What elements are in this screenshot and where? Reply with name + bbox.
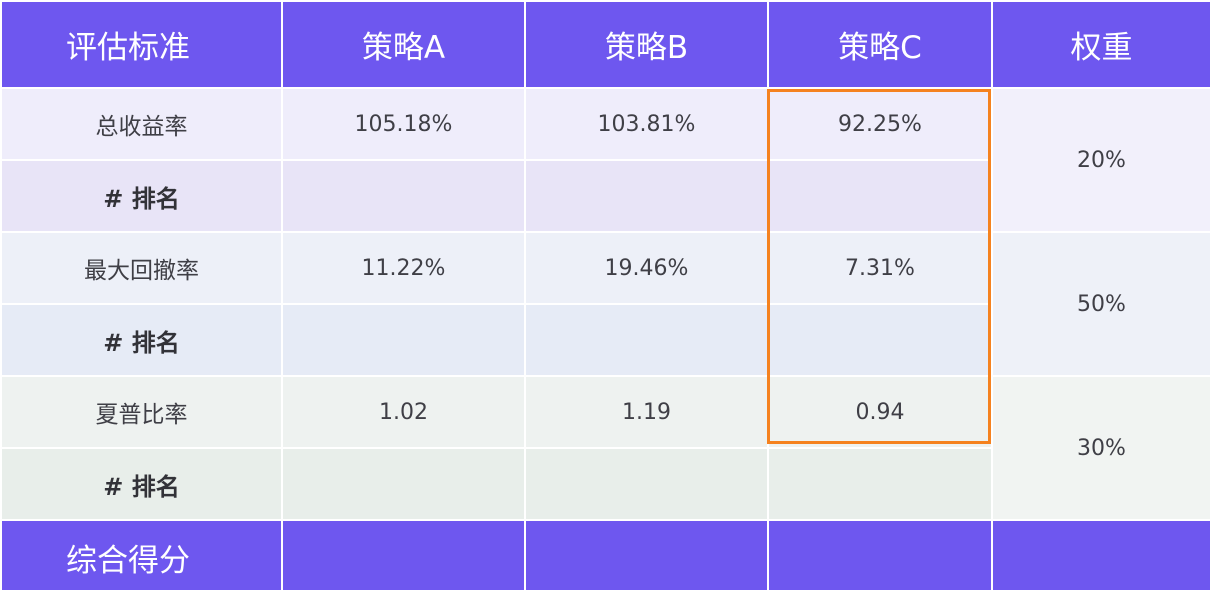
total-return-rank-label: # 排名: [0, 159, 283, 233]
composite-score-weight: [991, 519, 1210, 590]
table-body: 总收益率 105.18% 103.81% 92.25% 20% # 排名 最大回…: [0, 87, 1210, 521]
table-row: 夏普比率 1.02 1.19 0.94 30%: [0, 375, 1210, 521]
sharpe-rank-a: [281, 447, 526, 521]
header-weight: 权重: [991, 0, 1210, 89]
max-drawdown-rank-a: [281, 303, 526, 377]
table-footer: 综合得分: [0, 519, 1210, 590]
header-criteria: 评估标准: [0, 0, 283, 89]
footer-row: 综合得分: [0, 519, 1210, 590]
header-strategy-c: 策略C: [767, 0, 993, 89]
total-return-b: 103.81%: [524, 87, 769, 161]
table-row: 总收益率 105.18% 103.81% 92.25% 20%: [0, 87, 1210, 233]
composite-score-b: [524, 519, 769, 590]
sharpe-rank-c: [767, 447, 993, 521]
total-return-c: 92.25%: [767, 87, 993, 161]
header-strategy-a: 策略A: [281, 0, 526, 89]
sharpe-b: 1.19: [524, 375, 769, 449]
table-row: # 排名: [0, 447, 1210, 521]
max-drawdown-rank-c: [767, 303, 993, 377]
composite-score-a: [281, 519, 526, 590]
max-drawdown-weight: 50%: [991, 231, 1210, 377]
total-return-label: 总收益率: [0, 87, 283, 161]
max-drawdown-b: 19.46%: [524, 231, 769, 305]
total-return-rank-b: [524, 159, 769, 233]
max-drawdown-rank-b: [524, 303, 769, 377]
sharpe-rank-b: [524, 447, 769, 521]
table-row: # 排名: [0, 303, 1210, 377]
composite-score-label: 综合得分: [0, 519, 283, 590]
max-drawdown-a: 11.22%: [281, 231, 526, 305]
sharpe-label: 夏普比率: [0, 375, 283, 449]
header-row: 评估标准 策略A 策略B 策略C 权重: [0, 0, 1210, 89]
composite-score-c: [767, 519, 993, 590]
total-return-a: 105.18%: [281, 87, 526, 161]
sharpe-a: 1.02: [281, 375, 526, 449]
max-drawdown-rank-label: # 排名: [0, 303, 283, 377]
total-return-rank-c: [767, 159, 993, 233]
table-header: 评估标准 策略A 策略B 策略C 权重: [0, 0, 1210, 89]
sharpe-weight: 30%: [991, 375, 1210, 521]
max-drawdown-c: 7.31%: [767, 231, 993, 305]
max-drawdown-label: 最大回撤率: [0, 231, 283, 305]
total-return-weight: 20%: [991, 87, 1210, 233]
table-row: # 排名: [0, 159, 1210, 233]
sharpe-rank-label: # 排名: [0, 447, 283, 521]
header-strategy-b: 策略B: [524, 0, 769, 89]
sharpe-c: 0.94: [767, 375, 993, 449]
table-row: 最大回撤率 11.22% 19.46% 7.31% 50%: [0, 231, 1210, 377]
total-return-rank-a: [281, 159, 526, 233]
